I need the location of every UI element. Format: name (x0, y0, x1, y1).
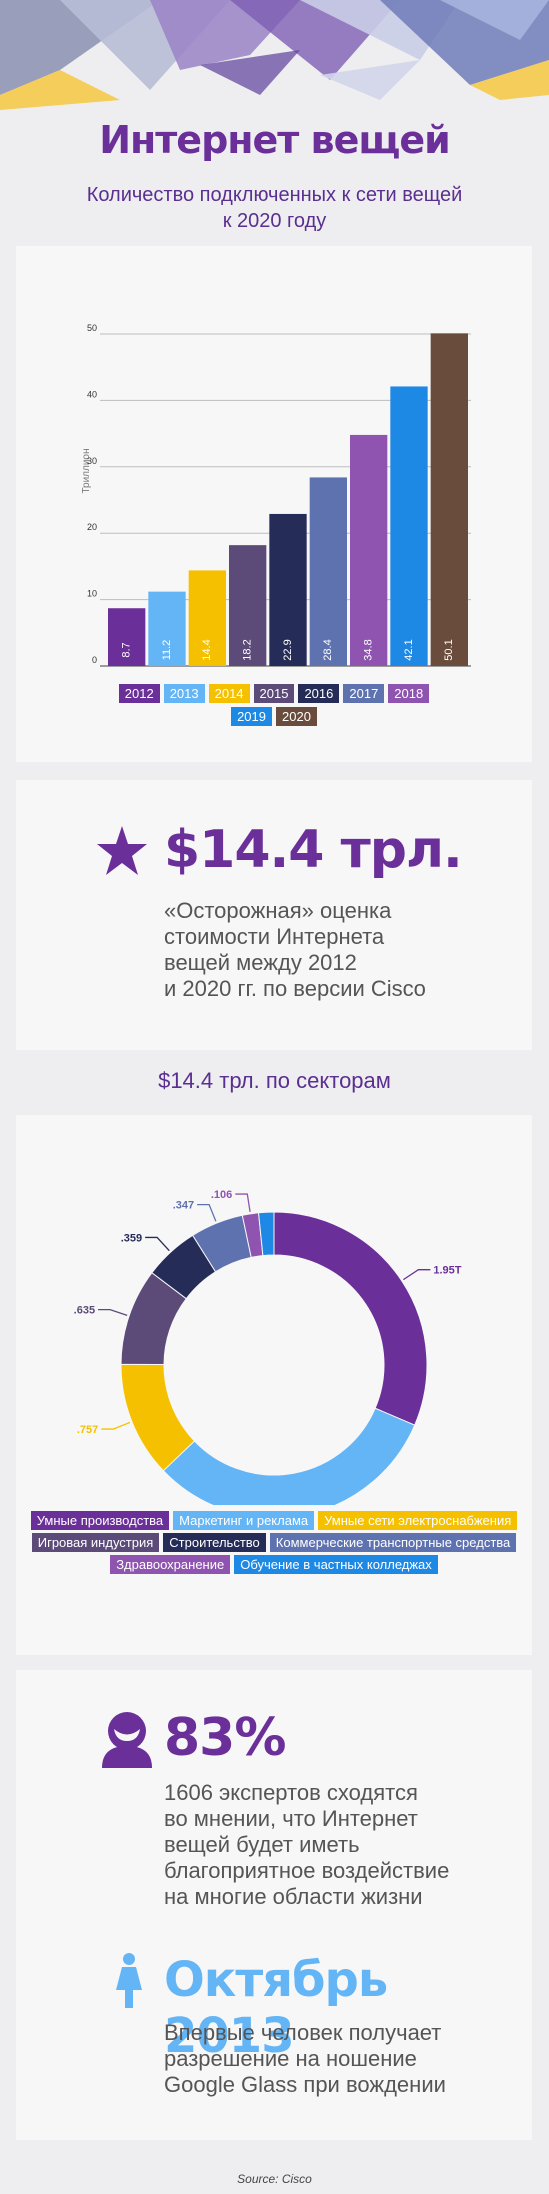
glass-line: Впервые человек получает (164, 2020, 442, 2045)
slice-value-label: .757 (77, 1424, 98, 1436)
glass-date: Октябрь 2013 (164, 1952, 388, 2064)
bar-chart-card: Триллион 0 10 20 30 40 50 8.7 11.2 14.4 18.2 22.9 2… (16, 246, 532, 762)
person-icon (102, 1712, 152, 1768)
legend-item: Маркетинг и реклама (173, 1511, 315, 1530)
leader-line (403, 1269, 431, 1281)
bar (229, 545, 267, 666)
legend-item: Строительство (163, 1533, 266, 1552)
decorative-banner (0, 0, 549, 110)
slice-value-label: .635 (74, 1305, 95, 1317)
bar-value-label: 8.7 (121, 642, 133, 657)
y-tick-label: 20 (87, 522, 97, 532)
leader-line (235, 1193, 251, 1212)
legend-item: 2015 (253, 684, 295, 703)
experts-percent: 83% (164, 1708, 286, 1768)
valuation-line: и 2020 гг. по версии Cisco (164, 976, 426, 1001)
donut-chart-card: 1.95T1.95T.757.635.359.347.106 Умные про… (16, 1115, 532, 1655)
legend-item: 2012 (118, 684, 160, 703)
bar-chart: Триллион 0 10 20 30 40 50 8.7 11.2 14.4 18.2 22.9 2… (81, 323, 471, 667)
bar-value-label: 14.4 (201, 639, 213, 660)
bar-value-label: 50.1 (443, 639, 455, 660)
experts-description: 1606 экспертов сходятся во мнении, что И… (164, 1780, 514, 1910)
leader-line (145, 1236, 170, 1252)
experts-line: 1606 экспертов сходятся (164, 1780, 418, 1805)
donut-legend-row: Игровая индустрия Строительство Коммерческ… (16, 1533, 532, 1552)
glass-line: разрешение на ношение (164, 2046, 417, 2071)
bar (390, 386, 428, 666)
slice-value-label: .359 (121, 1232, 142, 1244)
page-title: Интернет вещей (99, 118, 451, 162)
legend-item: 2013 (163, 684, 205, 703)
donut-legend-row: Здравоохранение Обучение в частных коллед… (16, 1555, 532, 1574)
bar-value-label: 42.1 (403, 639, 415, 660)
bar-legend-row: 2012 2013 2014 2015 2016 2017 2018 (16, 684, 532, 703)
bar-value-label: 18.2 (242, 639, 254, 660)
donut-chart: 1.95T1.95T.757.635.359.347.106 (74, 1189, 462, 1542)
legend-item: 2016 (298, 684, 340, 703)
experts-line: вещей будет иметь (164, 1832, 360, 1857)
leader-line (101, 1421, 131, 1430)
source-note: Source: Cisco (237, 2172, 312, 2186)
valuation-card: $14.4 трл. «Осторожная» оценка стоимости… (16, 780, 532, 1050)
bar (148, 591, 186, 666)
legend-item: 2019 (231, 707, 272, 726)
legend-item: Умные производства (30, 1511, 170, 1530)
y-tick-label: 30 (87, 456, 97, 466)
valuation-line: стоимости Интернета (164, 924, 385, 949)
donut-slice (162, 1407, 416, 1519)
star-icon (97, 826, 147, 875)
y-tick-label: 10 (87, 589, 97, 599)
bar (430, 333, 468, 666)
experts-line: во мнении, что Интернет (164, 1806, 418, 1831)
legend-item: Умные сети электроснабжения (318, 1511, 518, 1530)
sector-chart-title: $14.4 трл. по секторам (158, 1068, 391, 1093)
legend-item: 2018 (388, 684, 430, 703)
bar-value-label: 28.4 (322, 639, 334, 660)
valuation-line: «Осторожная» оценка (164, 898, 392, 923)
donut-slice (257, 1211, 275, 1257)
legend-item: Игровая индустрия (31, 1533, 160, 1552)
bar-value-label: 11.2 (161, 640, 173, 661)
donut-legend-row: Умные производства Маркетинг и реклама Умн… (16, 1511, 532, 1530)
bar (269, 513, 307, 666)
woman-icon (116, 1953, 142, 2008)
leader-line (197, 1203, 217, 1222)
legend-item: Коммерческие транспортные средства (269, 1533, 517, 1552)
legend-item: 2014 (208, 684, 250, 703)
y-tick-label: 40 (87, 389, 97, 399)
bar-legend-row: 2019 2020 (16, 707, 532, 726)
bar (188, 570, 226, 666)
valuation-amount: $14.4 трл. (164, 820, 463, 880)
slice-value-label: 1.95T (433, 1265, 461, 1277)
glass-line: Google Glass при вождении (164, 2072, 446, 2097)
stats-card: 83% 1606 экспертов сходятся во мнении, ч… (16, 1670, 532, 2140)
y-axis-label: Триллион (81, 448, 92, 493)
donut-slice (273, 1211, 428, 1426)
legend-item: 2017 (343, 684, 385, 703)
bar (350, 434, 388, 666)
page-subtitle: Количество подключенных к сети вещей к 2… (86, 184, 463, 232)
y-tick-label: 50 (87, 323, 97, 333)
bar-value-label: 34.8 (363, 639, 375, 660)
legend-item: 2020 (276, 707, 317, 726)
legend-item: Здравоохранение (110, 1555, 231, 1574)
valuation-line: вещей между 2012 (164, 950, 357, 975)
experts-line: на многие области жизни (164, 1884, 423, 1909)
experts-line: благоприятное воздействие (164, 1858, 450, 1883)
y-tick-label: 0 (92, 655, 97, 665)
valuation-description: «Осторожная» оценка стоимости Интернета … (164, 898, 504, 1002)
leader-line (98, 1309, 128, 1317)
bar (108, 608, 146, 666)
bar-value-label: 22.9 (282, 639, 294, 660)
glass-description: Впервые человек получает разрешение на н… (164, 2020, 514, 2098)
slice-value-label: .347 (173, 1200, 194, 1212)
legend-item: Обучение в частных колледжах (234, 1555, 438, 1574)
bar (309, 477, 347, 666)
slice-value-label: .106 (211, 1189, 232, 1201)
